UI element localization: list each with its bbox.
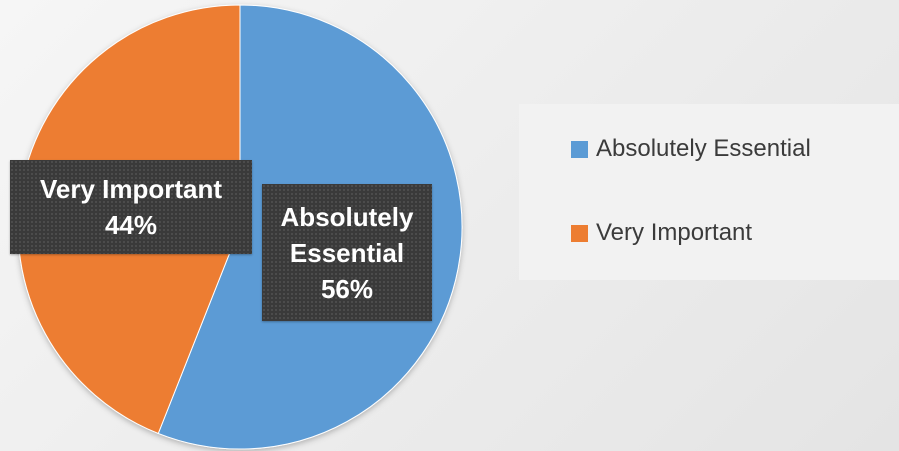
data-label-very-important-category: Very Important <box>39 174 223 204</box>
data-label-absolutely-essential-category-line2: Essential <box>289 237 405 268</box>
legend-item-very-important: Very Important <box>571 218 899 248</box>
legend-swatch-very-important <box>571 224 588 242</box>
legend-label-absolutely-essential: Absolutely Essential <box>596 135 811 162</box>
legend-item-absolutely-essential: Absolutely Essential <box>571 134 899 164</box>
chart-legend: Absolutely Essential Very Important <box>519 104 899 280</box>
data-label-very-important: Very Important 44% <box>10 160 252 254</box>
legend-label-very-important: Very Important <box>596 219 753 246</box>
data-label-absolutely-essential: Absolutely Essential 56% <box>262 184 432 321</box>
data-label-absolutely-essential-category-line1: Absolutely <box>280 201 414 232</box>
data-label-very-important-percent: 44% <box>104 210 158 240</box>
legend-swatch-absolutely-essential <box>571 140 588 158</box>
data-label-absolutely-essential-percent: 56% <box>320 273 374 304</box>
